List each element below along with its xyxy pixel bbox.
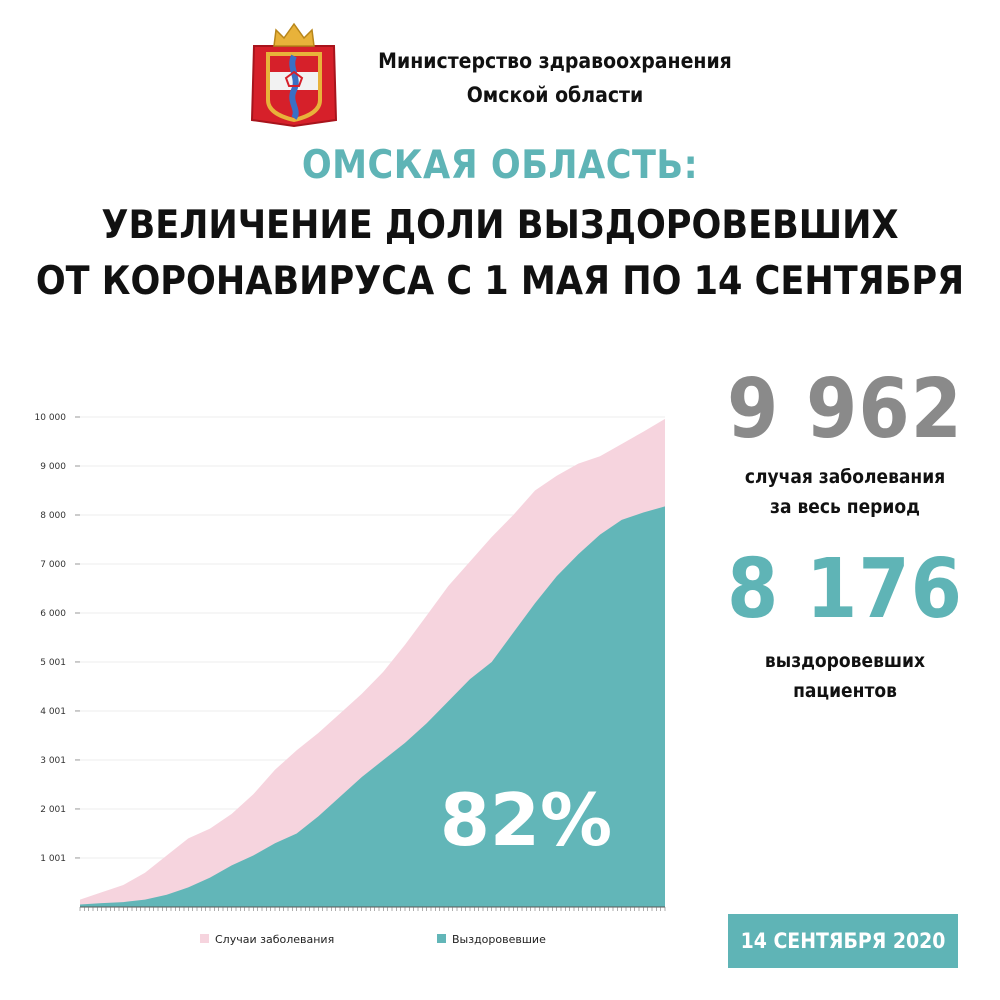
cases-label-line-2: за весь период xyxy=(770,496,920,518)
y-tick-label: 8 000 xyxy=(40,511,66,521)
header: Министерство здравоохранения Омской обла… xyxy=(0,0,1000,140)
ministry-line-2: Омской области xyxy=(466,83,644,107)
legend-swatch-recovered xyxy=(437,934,446,943)
ministry-name: Министерство здравоохранения Омской обла… xyxy=(350,44,760,112)
cases-total-number: 9 962 xyxy=(727,362,963,457)
area-chart: 1 001 2 001 3 001 4 001 5 001 6 000 7 000 8 000… xyxy=(35,413,666,946)
coat-fortress xyxy=(284,70,304,87)
recovered-total-label: выздоровевших пациентов xyxy=(700,646,990,706)
title-line-2: ОТ КОРОНАВИРУСА С 1 МАЯ ПО 14 СЕНТЯБРЯ xyxy=(35,259,965,304)
recovered-total-number: 8 176 xyxy=(727,542,963,637)
y-tick-label: 1 001 xyxy=(40,854,66,864)
cases-total-label: случая заболевания за весь период xyxy=(700,462,990,522)
coat-river xyxy=(289,54,299,120)
legend-label-recovered: Выздоровевшие xyxy=(452,933,546,946)
y-tick-label: 4 001 xyxy=(40,707,66,717)
page-title: УВЕЛИЧЕНИЕ ДОЛИ ВЫЗДОРОВЕВШИХ ОТ КОРОНАВ… xyxy=(0,198,1000,310)
y-tick-label: 6 000 xyxy=(40,609,66,619)
y-tick-label: 7 000 xyxy=(40,560,66,570)
cases-label-line-1: случая заболевания xyxy=(744,466,946,488)
title-line-1: УВЕЛИЧЕНИЕ ДОЛИ ВЫЗДОРОВЕВШИХ xyxy=(101,203,899,248)
recovered-label-line-2: пациентов xyxy=(793,680,897,702)
coat-crown xyxy=(273,22,315,47)
coat-of-arms-icon xyxy=(250,22,338,128)
y-tick-label: 2 001 xyxy=(40,805,66,815)
recovered-area xyxy=(80,506,665,907)
ministry-line-1: Министерство здравоохранения xyxy=(378,49,732,73)
y-tick-label: 9 000 xyxy=(40,462,66,472)
y-tick-label: 5 001 xyxy=(40,658,66,668)
y-tick-label: 3 001 xyxy=(40,756,66,766)
title-region: ОМСКАЯ ОБЛАСТЬ: xyxy=(301,143,699,188)
legend-swatch-cases xyxy=(200,934,209,943)
legend-label-cases: Случаи заболевания xyxy=(215,933,334,946)
y-tick-label: 10 000 xyxy=(35,413,67,423)
recovered-label-line-1: выздоровевших xyxy=(764,650,926,672)
recovered-share-label: 82% xyxy=(440,778,612,862)
date-badge: 14 СЕНТЯБРЯ 2020 xyxy=(728,914,958,968)
